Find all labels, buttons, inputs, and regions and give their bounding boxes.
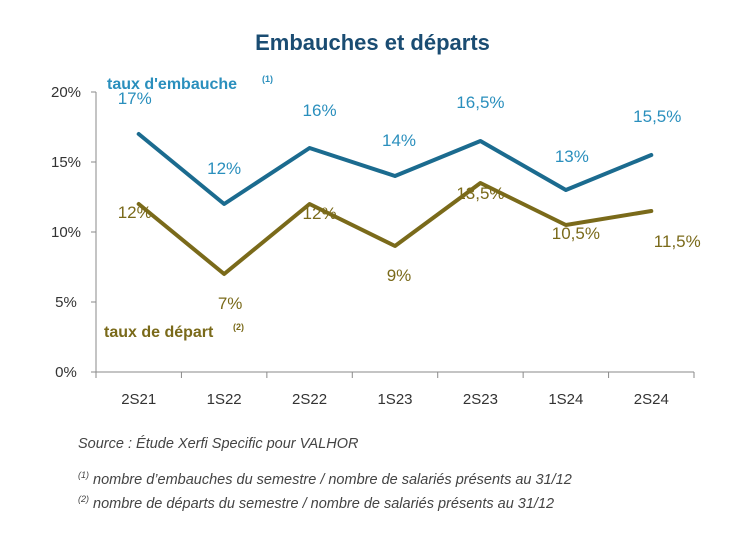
data-label: 13%	[555, 147, 589, 166]
data-label: 16,5%	[456, 93, 504, 112]
data-label: 10,5%	[552, 224, 600, 243]
y-tick-label: 5%	[55, 294, 77, 311]
data-label: 15,5%	[633, 107, 681, 126]
series-name-depart-marker: (2)	[233, 322, 244, 332]
data-label: 17%	[118, 89, 152, 108]
data-label: 7%	[218, 294, 243, 313]
y-tick-label: 20%	[51, 84, 81, 101]
data-label: 12%	[303, 204, 337, 223]
x-tick-label: 2S24	[634, 391, 669, 408]
data-label: 12%	[118, 203, 152, 222]
footnote-1-marker: (1)	[78, 470, 89, 480]
data-label: 13,5%	[456, 184, 504, 203]
series-lines	[136, 132, 654, 276]
series-line	[136, 181, 654, 276]
y-tick-label: 0%	[55, 364, 77, 381]
footnote-1: (1) nombre d’embauches du semestre / nom…	[78, 470, 572, 488]
footnote-2-marker: (2)	[78, 494, 89, 504]
y-tick-label: 10%	[51, 224, 81, 241]
y-tick-label: 15%	[51, 154, 81, 171]
data-label: 12%	[207, 159, 241, 178]
footnote-2: (2) nombre de départs du semestre / nomb…	[78, 494, 554, 512]
x-tick-label: 1S22	[207, 391, 242, 408]
series-names: taux d'embauche (1) taux de départ (2)	[104, 74, 273, 341]
x-tick-label: 1S23	[377, 391, 412, 408]
series-line	[136, 132, 654, 206]
x-tick-label: 1S24	[548, 391, 583, 408]
series-name-embauche: taux d'embauche	[107, 76, 237, 93]
data-label: 9%	[387, 266, 412, 285]
x-tick-label: 2S23	[463, 391, 498, 408]
data-labels: 17% 12% 16% 14% 16,5% 13% 15,5% 12% 7% 12% 9% 13,5%…	[118, 89, 701, 313]
series-name-embauche-marker: (1)	[262, 74, 273, 84]
footnote-1-text: nombre d’embauches du semestre / nombre …	[89, 471, 572, 488]
data-label: 14%	[382, 131, 416, 150]
axes: 0% 5% 10% 15% 20% 2S21 1S22 2S22 1S23 2S23 1S24 2S2…	[51, 84, 695, 408]
data-label: 11,5%	[654, 232, 701, 251]
footnote-2-text: nombre de départs du semestre / nombre d…	[89, 495, 555, 512]
series-name-depart: taux de départ	[104, 324, 214, 341]
source-note: Source : Étude Xerfi Specific pour VALHO…	[78, 436, 359, 452]
x-tick-label: 2S21	[121, 391, 156, 408]
x-tick-label: 2S22	[292, 391, 327, 408]
chart-title: Embauches et départs	[255, 30, 490, 55]
data-label: 16%	[303, 101, 337, 120]
